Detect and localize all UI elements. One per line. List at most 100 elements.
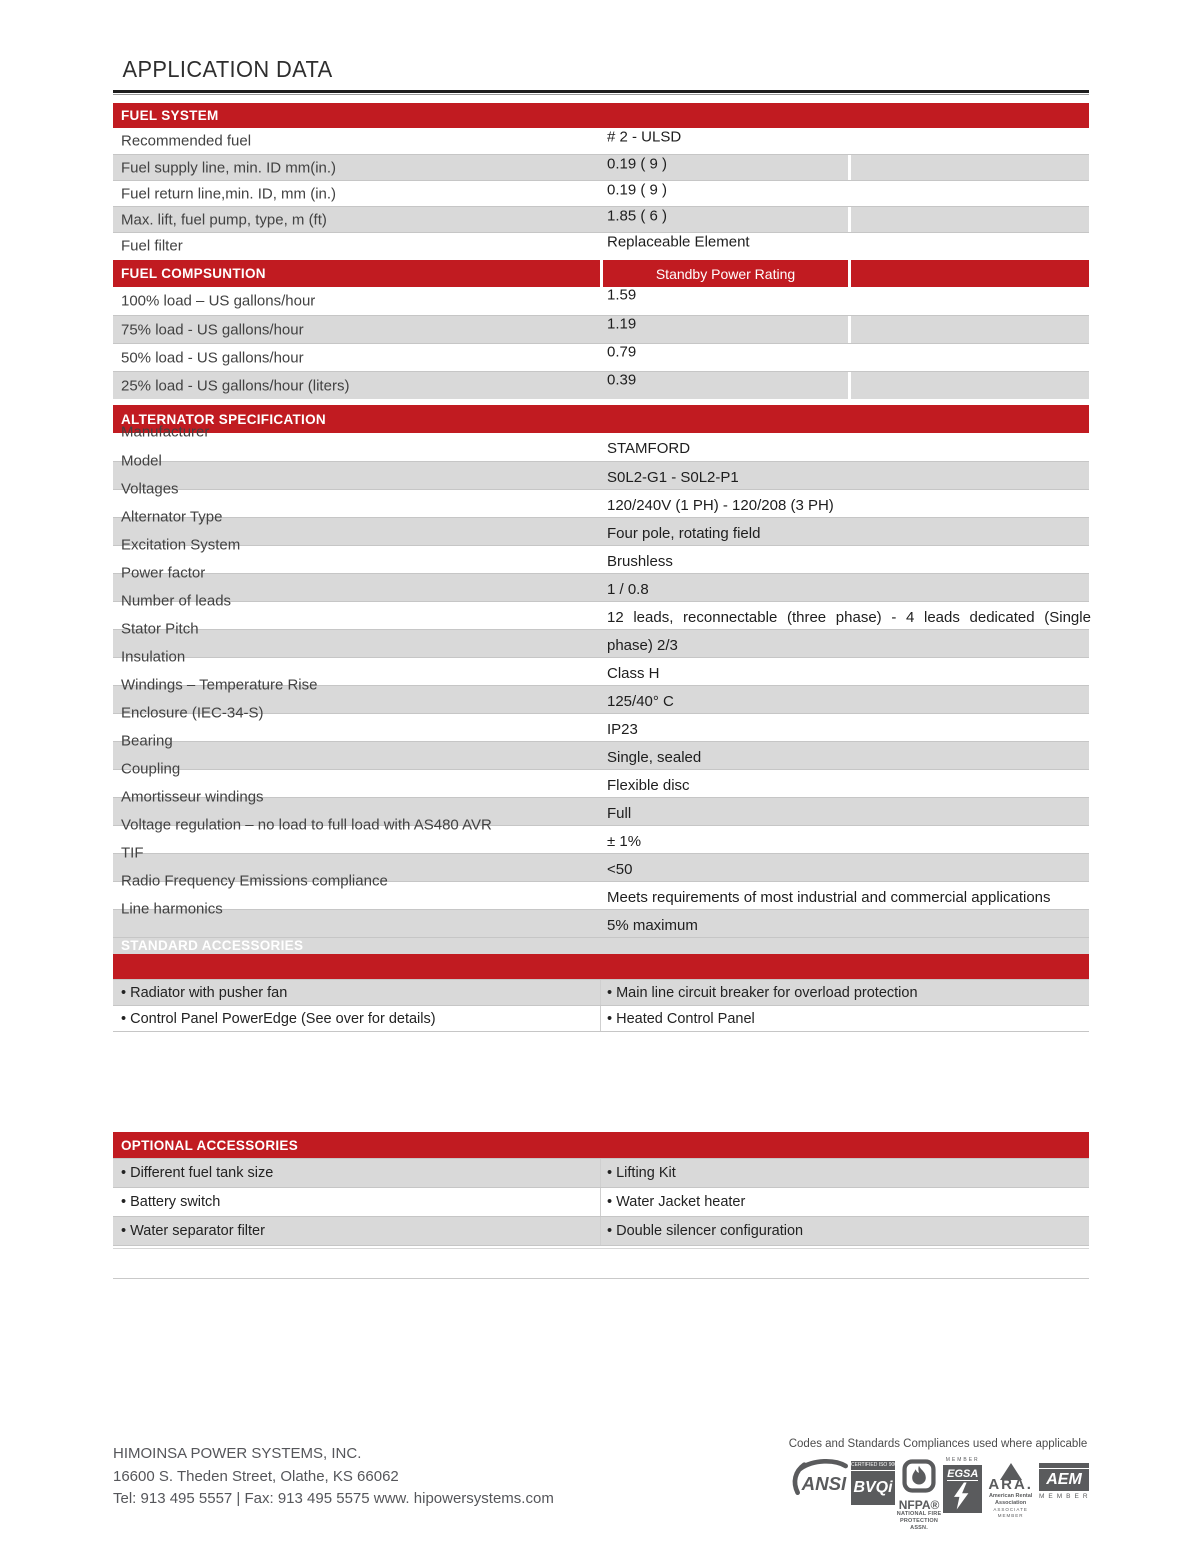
company-name: HIMOINSA POWER SYSTEMS, INC. <box>113 1445 362 1462</box>
spec-value: 0.19 ( 9 ) <box>607 155 668 172</box>
ara-logo-icon: ARA. American Rental Association ASSOCIA… <box>982 1463 1039 1519</box>
table-bottom-rule <box>113 1031 1089 1032</box>
accessory-item: • Radiator with pusher fan <box>121 984 288 1001</box>
spec-sheet-page: APPLICATION DATA FUEL SYSTEM Recommended… <box>113 0 1091 1532</box>
spec-value: Full <box>607 804 632 822</box>
fuel-system-header: FUEL SYSTEM <box>113 103 1089 128</box>
spec-value: phase) 2/3 <box>607 636 678 654</box>
spec-value: 125/40° C <box>607 692 674 710</box>
egsa-label: EGSA <box>947 1468 979 1481</box>
table-row: 75% load - US gallons/hour 1.19 <box>113 315 1089 343</box>
spec-value: 0.19 ( 9 ) <box>607 181 668 198</box>
bvqi-caption: CERTIFIED ISO 9001 <box>851 1461 895 1470</box>
table-row: Number of leads 12 leads, reconnectable … <box>113 593 1091 629</box>
title-rule <box>113 90 1089 93</box>
aem-label: AEM <box>1039 1469 1089 1491</box>
table-row: Coupling Flexible disc <box>113 761 1089 797</box>
table-row: Power factor 1 / 0.8 <box>113 565 1089 601</box>
accessory-row: • Battery switch • Water Jacket heater <box>113 1187 1089 1216</box>
compliance-logos: ANSI CERTIFIED ISO 9001 BVQi NFPA® NATIO… <box>787 1457 1089 1532</box>
compliance-caption: Codes and Standards Compliances used whe… <box>788 1438 1088 1450</box>
table-row: Fuel return line,min. ID, mm (in.) 0.19 … <box>113 180 1089 206</box>
spec-value: ± 1% <box>607 832 642 850</box>
table-row: 100% load – US gallons/hour 1.59 <box>113 287 1089 315</box>
table-row: Fuel filter Replaceable Element <box>113 232 1089 258</box>
spec-value: 1.59 <box>607 286 637 304</box>
page-title: APPLICATION DATA <box>122 56 333 82</box>
table-row: Recommended fuel # 2 - ULSD <box>113 128 1089 154</box>
page-footer: HIMOINSA POWER SYSTEMS, INC. 16600 S. Th… <box>113 1438 1089 1532</box>
accessory-item: • Main line circuit breaker for overload… <box>607 984 918 1001</box>
spec-label: Insulation <box>121 648 186 666</box>
table-row: Enclosure (IEC-34-S) IP23 <box>113 705 1089 741</box>
standard-accessories-table: STANDARD ACCESSORIES • Radiator with pus… <box>113 937 1089 1032</box>
aem-top-bar <box>1039 1463 1089 1468</box>
standard-accessories-red-bar <box>113 954 1089 979</box>
title-rule-thin <box>113 94 1089 95</box>
spec-value: Replaceable Element <box>607 233 750 250</box>
table-row: Amortisseur windings Full <box>113 789 1089 825</box>
fuel-consumption-header: FUEL COMPSUNTION Standby Power Rating <box>113 260 1089 287</box>
header-cell-gap <box>600 260 603 287</box>
accessory-item: • Water separator filter <box>121 1223 265 1239</box>
ara-triangle-icon <box>999 1463 1022 1480</box>
spec-value: STAMFORD <box>607 439 691 457</box>
spec-label: Fuel filter <box>121 237 183 254</box>
table-row: Fuel supply line, min. ID mm(in.) 0.19 (… <box>113 154 1089 180</box>
spec-value: IP23 <box>607 720 638 738</box>
bvqi-label: BVQi <box>851 1471 895 1505</box>
nfpa-logo-icon: NFPA® NATIONAL FIRE PROTECTION ASSN. <box>895 1459 943 1532</box>
spec-value: Meets requirements of most industrial an… <box>607 888 1051 906</box>
spec-value: Four pole, rotating field <box>607 524 761 542</box>
spec-label: Max. lift, fuel pump, type, m (ft) <box>121 211 327 228</box>
ansi-logo-icon: ANSI <box>787 1457 851 1504</box>
ara-subline: American Rental Association <box>988 1493 1033 1506</box>
table-row: 25% load - US gallons/hour (liters) 0.39 <box>113 371 1089 399</box>
table-row: Manufacturer STAMFORD <box>113 424 1089 461</box>
accessory-row: • Control Panel PowerEdge (See over for … <box>113 1005 1089 1031</box>
spec-label: Coupling <box>121 760 181 778</box>
spec-value: 5% maximum <box>607 916 698 934</box>
spec-label: Manufacturer <box>121 423 210 441</box>
accessory-item: • Double silencer configuration <box>607 1223 804 1239</box>
spec-label: 100% load – US gallons/hour <box>121 292 316 310</box>
section-header-label: FUEL COMPSUNTION <box>113 260 600 287</box>
spec-value: 0.79 <box>607 343 637 360</box>
spec-value: Brushless <box>607 552 673 570</box>
company-info: HIMOINSA POWER SYSTEMS, INC. 16600 S. Th… <box>113 1443 554 1532</box>
spec-label: Recommended fuel <box>121 132 252 150</box>
compliance-block: Codes and Standards Compliances used whe… <box>787 1438 1089 1532</box>
spec-label: Bearing <box>121 732 173 750</box>
spec-label: 25% load - US gallons/hour (liters) <box>121 377 350 394</box>
table-row: Bearing Single, sealed <box>113 733 1089 769</box>
table-bottom-rule <box>113 1245 1089 1246</box>
spec-value: 1.19 <box>607 315 637 332</box>
accessory-item: • Water Jacket heater <box>607 1194 746 1210</box>
spec-value: 120/240V (1 PH) - 120/208 (3 PH) <box>607 496 834 514</box>
spec-label: Alternator Type <box>121 508 223 526</box>
table-row: Insulation Class H <box>113 649 1089 685</box>
section-header-label: OPTIONAL ACCESSORIES <box>121 1137 299 1153</box>
accessory-item: • Battery switch <box>121 1194 221 1210</box>
table-row: Voltages 120/240V (1 PH) - 120/208 (3 PH… <box>113 481 1089 517</box>
spec-label: Power factor <box>121 564 206 582</box>
company-contact: Tel: 913 495 5557 | Fax: 913 495 5575 ww… <box>113 1490 554 1507</box>
table-row: Alternator Type Four pole, rotating fiel… <box>113 509 1089 545</box>
ara-subline: ASSOCIATE MEMBER <box>993 1507 1028 1518</box>
spec-label: Windings – Temperature Rise <box>121 676 318 694</box>
accessory-row: • Different fuel tank size • Lifting Kit <box>113 1158 1089 1187</box>
spec-value: <50 <box>607 860 633 878</box>
ara-label: ARA. <box>988 1476 1033 1493</box>
spec-label: Amortisseur windings <box>121 788 264 806</box>
fuel-system-table: FUEL SYSTEM Recommended fuel # 2 - ULSD … <box>113 103 1089 258</box>
accessory-row: • Water separator filter • Double silenc… <box>113 1216 1089 1245</box>
spec-value: Flexible disc <box>607 776 690 794</box>
spec-value: # 2 - ULSD <box>607 128 682 146</box>
accessory-item: • Different fuel tank size <box>121 1165 274 1181</box>
egsa-caption: MEMBER <box>945 1457 980 1463</box>
nfpa-label: NFPA® <box>898 1498 940 1512</box>
header-cell-gap <box>848 260 851 287</box>
table-row: Line harmonics 5% maximum <box>113 901 1089 937</box>
nfpa-subline: PROTECTION ASSN. <box>900 1518 939 1531</box>
section-header-label: ALTERNATOR SPECIFICATION <box>121 411 326 427</box>
